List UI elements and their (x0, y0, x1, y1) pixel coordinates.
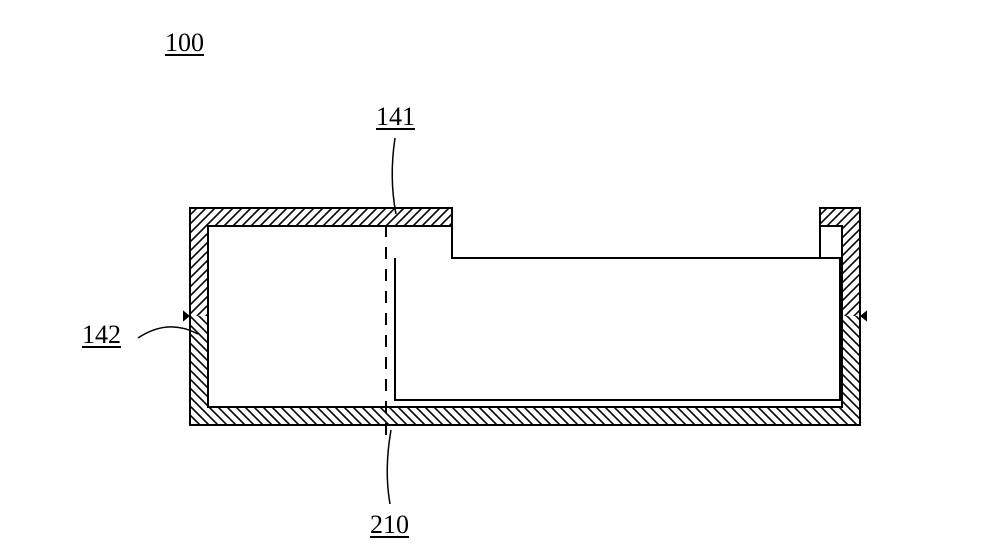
inner-tray-outline (395, 258, 840, 400)
label-141: 141 (376, 102, 415, 132)
diagram-svg (0, 0, 1000, 544)
label-part-number: 100 (165, 28, 204, 58)
shell-cross-section (190, 208, 860, 425)
leader-141 (392, 138, 396, 214)
label-210: 210 (370, 510, 409, 540)
midline-arrows (183, 310, 867, 321)
label-142: 142 (82, 320, 121, 350)
leader-210 (387, 430, 391, 504)
